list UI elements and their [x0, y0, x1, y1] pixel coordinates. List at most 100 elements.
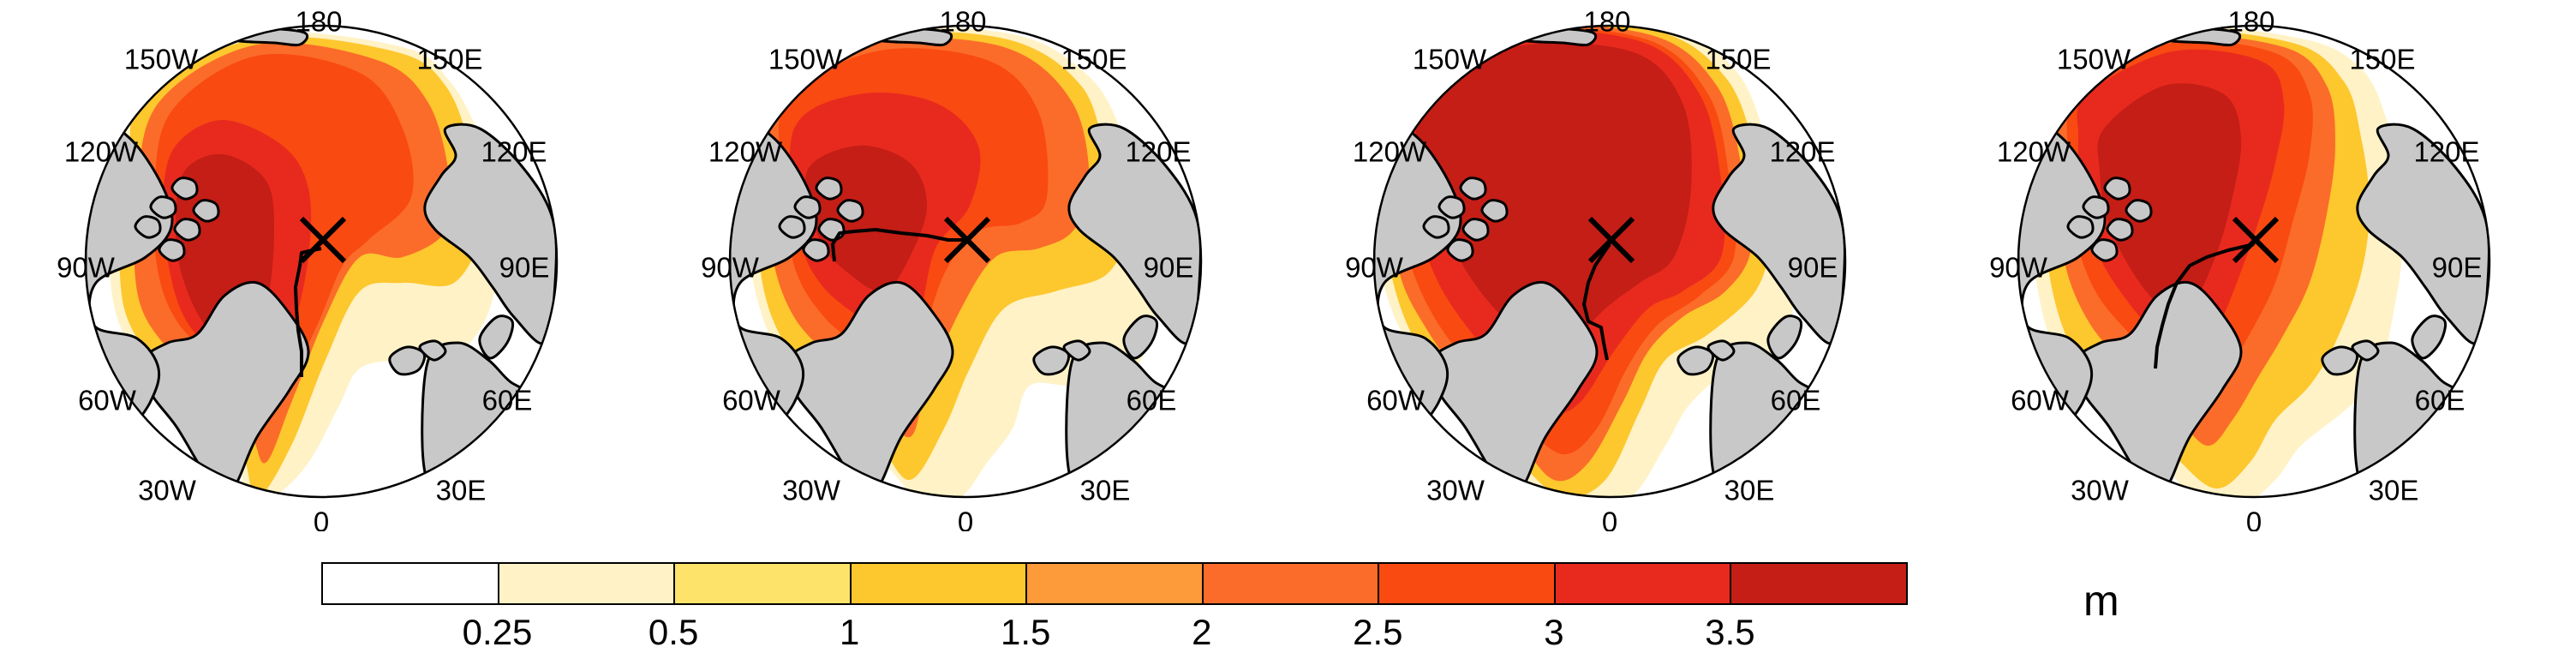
- longitude-label: 60E: [1771, 385, 1821, 416]
- longitude-label: 90W: [57, 252, 116, 284]
- longitude-label: 30W: [782, 475, 841, 506]
- colorbar-segment: [321, 562, 499, 605]
- ice-thickness-contour: [1411, 43, 1692, 353]
- land-svalbard: [2321, 345, 2359, 376]
- longitude-label: 120E: [1125, 136, 1191, 168]
- land-island: [2090, 238, 2119, 262]
- map-panel-2: 180 150E 120E 90E 60E 30E 0 30W 60W 90W 120W 150W: [644, 0, 1288, 531]
- land-siberia: [2356, 123, 2489, 345]
- land-svalbard: [1032, 345, 1071, 376]
- longitude-label: 180: [2227, 6, 2274, 38]
- longitude-label: 150W: [1413, 44, 1487, 75]
- longitude-label: 0: [2246, 506, 2262, 531]
- longitude-label: 150W: [2057, 44, 2131, 75]
- land-island: [149, 195, 177, 219]
- land-island: [1459, 177, 1487, 201]
- colorbar: 0.25 0.5 1 1.5 2 2.5 3 3.5: [321, 562, 1908, 653]
- drift-track-line: [831, 228, 965, 262]
- land-island: [1480, 199, 1509, 223]
- land-franz: [1706, 339, 1736, 362]
- longitude-label: 150E: [1705, 44, 1771, 75]
- drift-track-line: [2154, 243, 2255, 369]
- land-island: [2106, 218, 2134, 242]
- longitude-label: 150E: [2349, 44, 2415, 75]
- colorbar-tick-label: 0.25: [462, 612, 533, 652]
- map-boundary-circle: [728, 24, 1203, 499]
- longitude-label: 90W: [701, 252, 760, 284]
- longitude-label: 120W: [1353, 136, 1427, 168]
- map-boundary-circle: [1372, 24, 1847, 499]
- land-nzemlya: [1122, 315, 1159, 360]
- longitude-label: 60E: [2415, 385, 2465, 416]
- drift-track-line: [1582, 243, 1611, 361]
- land-svalbard: [1676, 345, 1715, 376]
- land-siberia: [1712, 123, 1845, 345]
- longitude-label: 60W: [78, 385, 137, 416]
- map-panel-1: 180 150E 120E 90E 60E 30E 0 30W 60W 90W 120W 150W: [0, 0, 643, 531]
- colorbar-tick-label: 1: [839, 612, 860, 652]
- x-mark-icon: [943, 216, 991, 264]
- longitude-label: 90W: [1989, 252, 2048, 284]
- land-island: [836, 199, 864, 223]
- longitude-label: 120E: [2413, 136, 2479, 168]
- map-panel-4: 180 150E 120E 90E 60E 30E 0 30W 60W 90W 120W 150W: [1933, 0, 2576, 531]
- land-island: [1437, 195, 1466, 219]
- longitude-label: 120W: [708, 136, 783, 168]
- longitude-label: 90E: [1144, 252, 1194, 284]
- longitude-label: 150W: [768, 44, 843, 75]
- colorbar-tick-label: 3: [1544, 612, 1564, 652]
- land-island: [2103, 177, 2131, 201]
- land-franz: [2351, 339, 2380, 362]
- x-mark-icon: [1587, 216, 1635, 264]
- land-nzemlya: [1766, 315, 1803, 360]
- colorbar-segment: [849, 562, 1028, 605]
- colorbar-tick-label: 3.5: [1705, 612, 1755, 652]
- longitude-label: 60W: [722, 385, 781, 416]
- colorbar-tick-label: 2: [1192, 612, 1212, 652]
- longitude-label: 150E: [416, 44, 482, 75]
- longitude-label: 0: [314, 506, 329, 531]
- longitude-label: 150W: [124, 44, 199, 75]
- land-island: [802, 238, 830, 262]
- longitude-label: 120W: [1997, 136, 2071, 168]
- land-svalbard: [388, 345, 427, 376]
- land-island: [192, 199, 220, 223]
- land-franz: [418, 339, 447, 362]
- longitude-label: 0: [1602, 506, 1617, 531]
- longitude-label: 150E: [1061, 44, 1127, 75]
- longitude-label: 30E: [2369, 475, 2419, 506]
- longitude-label: 30W: [2071, 475, 2130, 506]
- map-svg: 180 150E 120E 90E 60E 30E 0 30W 60W 90W 120W 150W: [701, 6, 1203, 531]
- x-mark-icon: [299, 216, 347, 264]
- longitude-label: 180: [1583, 6, 1630, 38]
- longitude-label: 90W: [1345, 252, 1404, 284]
- longitude-label: 0: [958, 506, 973, 531]
- colorbar-segment: [673, 562, 852, 605]
- colorbar-tick-label: 2.5: [1353, 612, 1403, 652]
- longitude-label: 90E: [1788, 252, 1838, 284]
- land-siberia: [423, 123, 557, 345]
- longitude-label: 30E: [1080, 475, 1131, 506]
- longitude-label: 60W: [2011, 385, 2070, 416]
- map-svg: 180 150E 120E 90E 60E 30E 0 30W 60W 90W 120W 150W: [1989, 6, 2491, 531]
- longitude-label: 60E: [482, 385, 533, 416]
- land-island: [1422, 215, 1450, 239]
- map-panel-3: 180 150E 120E 90E 60E 30E 0 30W 60W 90W 120W 150W: [1288, 0, 1932, 531]
- longitude-label: 30W: [1426, 475, 1485, 506]
- x-mark-icon: [2232, 216, 2280, 264]
- colorbar-segment: [1553, 562, 1732, 605]
- land-island: [778, 215, 806, 239]
- longitude-label: 120E: [1769, 136, 1835, 168]
- land-island: [170, 177, 199, 201]
- land-island: [2066, 215, 2095, 239]
- map-boundary-circle: [84, 24, 559, 499]
- longitude-label: 90E: [2432, 252, 2483, 284]
- land-island: [793, 195, 822, 219]
- colorbar-segment: [1201, 562, 1380, 605]
- longitude-label: 120E: [481, 136, 547, 168]
- land-franz: [1062, 339, 1091, 362]
- land-island: [134, 215, 162, 239]
- map-svg: 180 150E 120E 90E 60E 30E 0 30W 60W 90W 120W 150W: [57, 6, 559, 531]
- colorbar-segment: [497, 562, 676, 605]
